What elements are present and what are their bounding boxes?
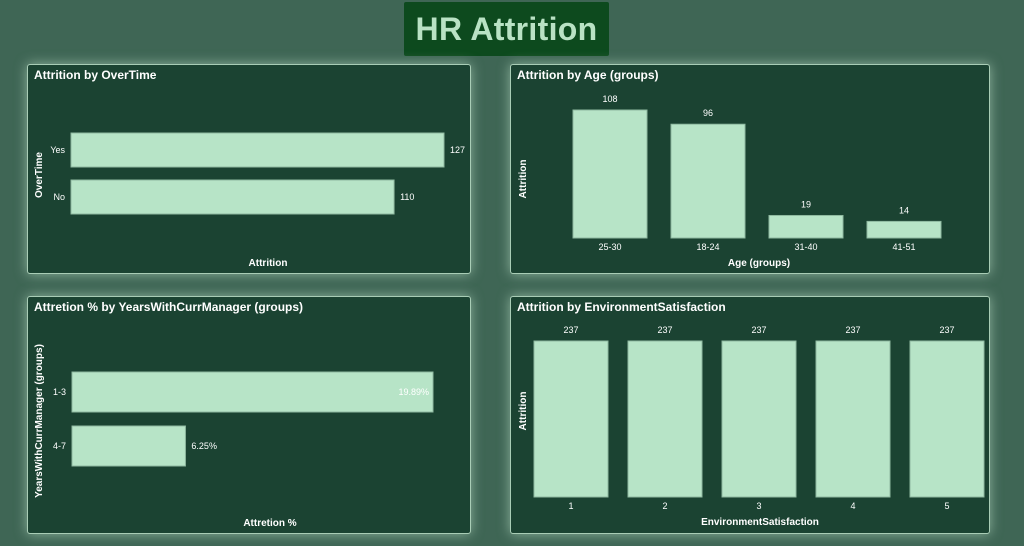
manager-bar: [71, 371, 434, 413]
env-category-label: 1: [568, 501, 573, 511]
manager-chart-panel[interactable]: Attretion % by YearsWithCurrManager (gro…: [27, 296, 471, 534]
age-bar: [670, 123, 746, 239]
manager-x-axis-title: Attretion %: [243, 518, 296, 529]
age-category-label: 18-24: [696, 242, 719, 252]
age-bar: [768, 214, 844, 239]
age-data-label: 96: [703, 108, 713, 118]
env-chart-title: Attrition by EnvironmentSatisfaction: [517, 300, 726, 314]
age-x-axis-title: Age (groups): [728, 258, 790, 269]
age-data-label: 14: [899, 205, 909, 215]
manager-category-label: 1-3: [53, 387, 66, 397]
overtime-category-label: No: [53, 192, 65, 202]
age-chart-title: Attrition by Age (groups): [517, 68, 659, 82]
manager-bar: [71, 425, 186, 467]
manager-chart-title: Attretion % by YearsWithCurrManager (gro…: [34, 300, 304, 314]
age-bar: [572, 109, 648, 239]
overtime-chart-panel[interactable]: Attrition by OverTime Yes 127 No 110 Attriti…: [27, 64, 471, 274]
age-y-axis-title: Attrition: [518, 160, 529, 199]
env-category-label: 4: [850, 501, 855, 511]
env-chart-panel[interactable]: Attrition by EnvironmentSatisfaction 237…: [510, 296, 990, 534]
env-data-label: 237: [939, 325, 954, 335]
age-category-label: 25-30: [598, 242, 621, 252]
age-bar: [866, 220, 942, 239]
age-data-label: 19: [801, 199, 811, 209]
manager-category-label: 4-7: [53, 441, 66, 451]
manager-data-label: 6.25%: [191, 441, 217, 451]
env-data-label: 237: [563, 325, 578, 335]
env-data-label: 237: [751, 325, 766, 335]
overtime-y-axis-title: OverTime: [34, 152, 45, 198]
overtime-x-axis-title: Attrition: [249, 258, 288, 269]
overtime-bar: [70, 179, 395, 215]
env-data-label: 237: [657, 325, 672, 335]
env-category-label: 5: [944, 501, 949, 511]
env-bar: [909, 340, 985, 498]
manager-chart-svg: 1-3 19.89% 4-7 6.25% Attretion % YearsWithCur…: [34, 344, 434, 529]
age-data-label: 108: [602, 94, 617, 104]
age-chart-svg: 108 25-30 96 18-24 19 31-40 14 41-51 Age (groups…: [518, 94, 942, 269]
env-bar: [533, 340, 609, 498]
manager-y-axis-title: YearsWithCurrManager (groups): [34, 344, 45, 498]
env-category-label: 2: [662, 501, 667, 511]
env-bar: [721, 340, 797, 498]
dashboard-title-box: HR Attrition: [404, 2, 609, 56]
overtime-category-label: Yes: [50, 145, 65, 155]
overtime-chart-svg: Yes 127 No 110 Attrition OverTime: [34, 132, 465, 269]
overtime-data-label: 110: [400, 192, 414, 202]
age-category-label: 41-51: [892, 242, 915, 252]
env-chart-svg: 237 1 237 2 237 3 237 4 237 5 EnvironmentSatisfact…: [518, 325, 985, 528]
env-category-label: 3: [756, 501, 761, 511]
overtime-chart-title: Attrition by OverTime: [34, 68, 157, 82]
env-data-label: 237: [845, 325, 860, 335]
env-x-axis-title: EnvironmentSatisfaction: [701, 517, 819, 528]
env-bar: [627, 340, 703, 498]
age-chart-panel[interactable]: Attrition by Age (groups) 108 25-30 96 18-2…: [510, 64, 990, 274]
overtime-bar: [70, 132, 445, 168]
dashboard-title: HR Attrition: [415, 10, 598, 47]
env-bar: [815, 340, 891, 498]
env-y-axis-title: Attrition: [518, 392, 529, 431]
overtime-data-label: 127: [450, 145, 465, 155]
age-category-label: 31-40: [794, 242, 817, 252]
manager-data-label: 19.89%: [398, 387, 429, 397]
